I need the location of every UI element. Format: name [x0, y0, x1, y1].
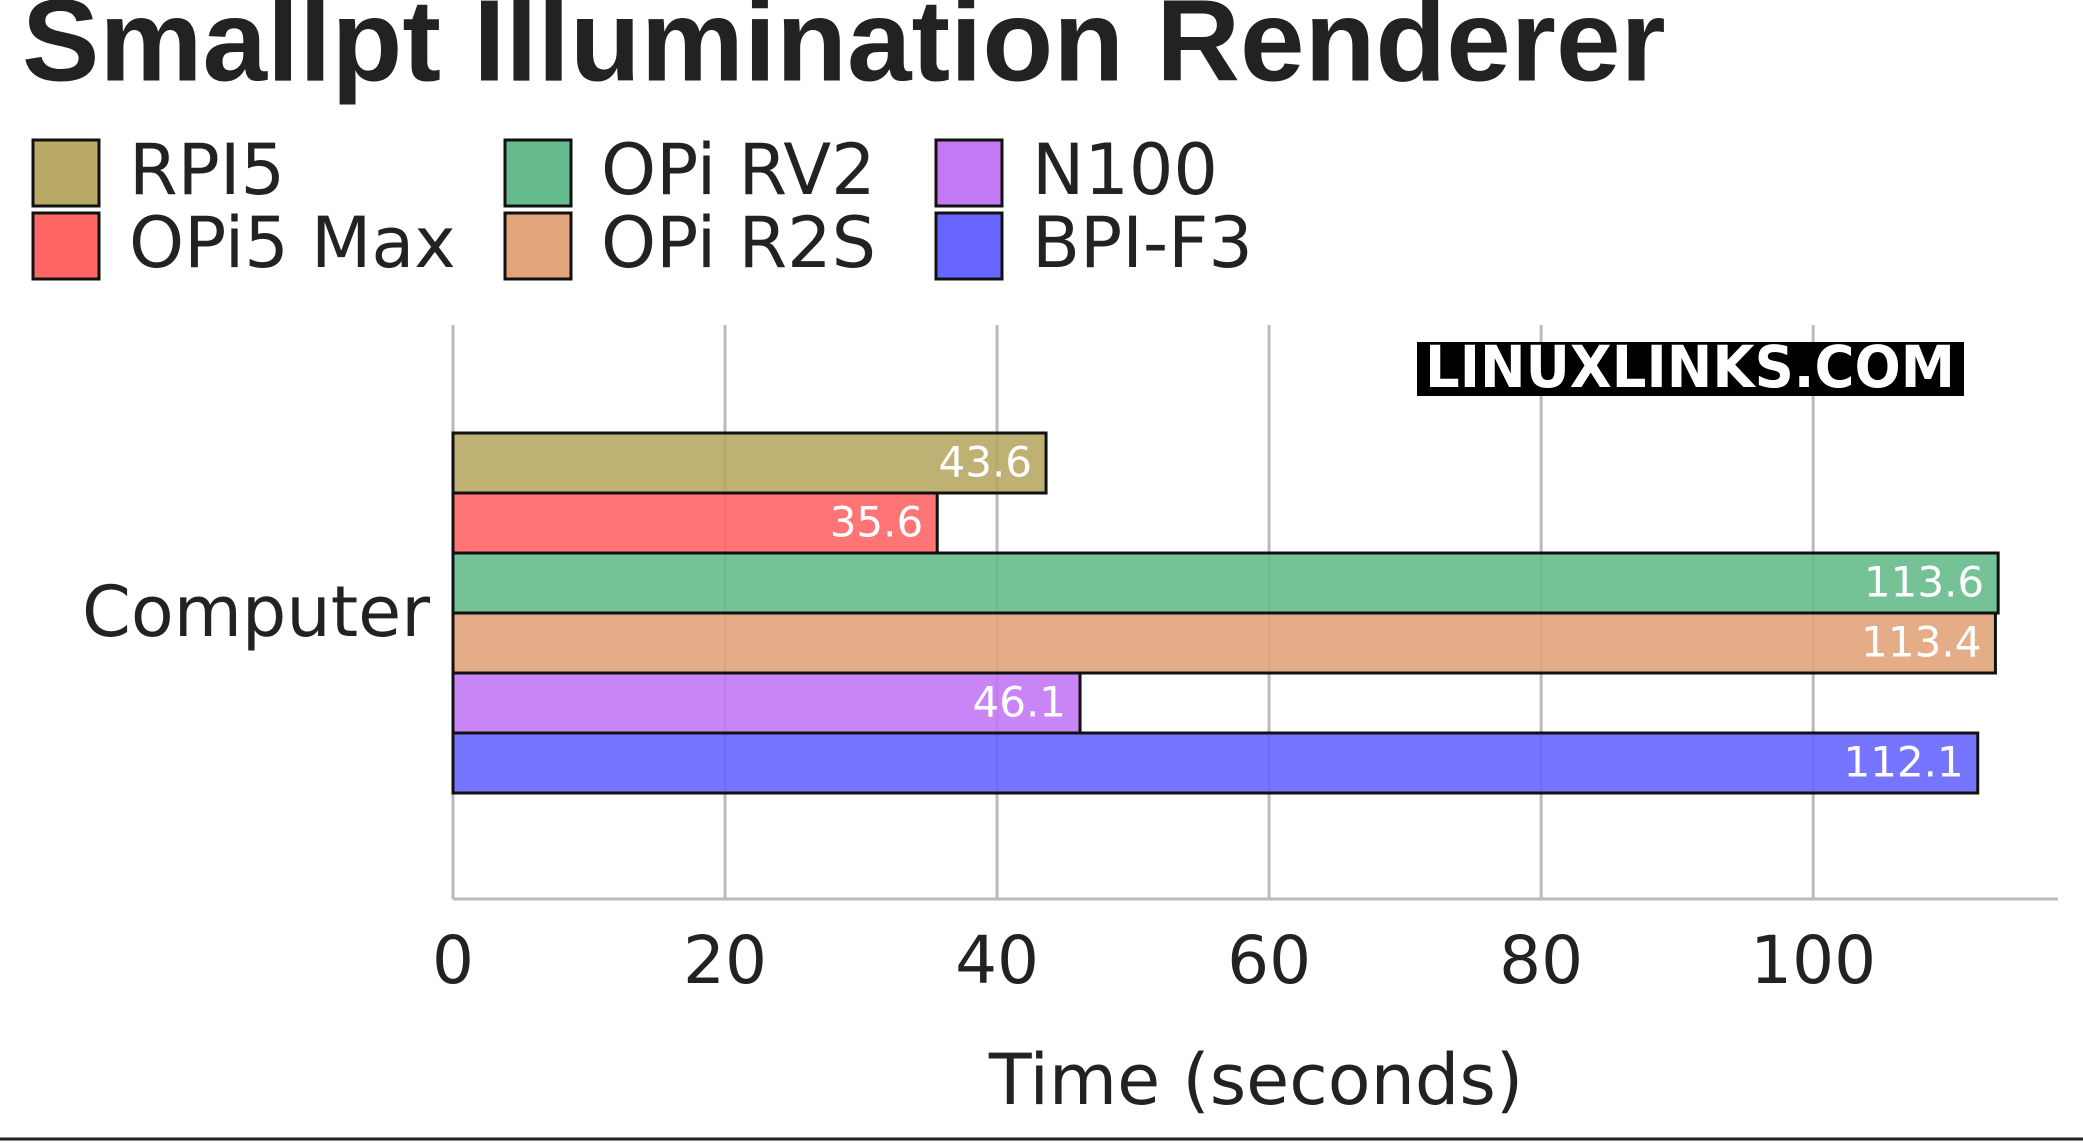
legend-label: OPi R2S [601, 202, 876, 284]
x-tick-label: 60 [1227, 922, 1311, 999]
legend-swatch [503, 138, 573, 208]
x-axis-title: Time (seconds) [988, 1039, 1523, 1121]
chart-title: Smallpt Illumination Renderer [22, 0, 1666, 106]
value-label: 113.4 [1861, 618, 1981, 667]
y-tick-label: Computer [82, 571, 430, 653]
watermark: LINUXLINKS.COM [1425, 333, 1955, 401]
bar [451, 611, 1997, 675]
legend-label: OPi RV2 [601, 129, 876, 211]
legend-label: OPi5 Max [129, 202, 456, 284]
x-tick-label: 0 [432, 922, 474, 999]
legend-label: RPI5 [129, 129, 285, 211]
bar [451, 491, 939, 555]
watermark-bg [1417, 342, 1964, 396]
value-label: 43.6 [939, 438, 1033, 487]
value-label: 113.6 [1864, 558, 1984, 607]
x-tick-label: 40 [955, 922, 1039, 999]
value-label: 35.6 [830, 498, 924, 547]
legend-label: BPI-F3 [1032, 202, 1253, 284]
x-tick-label: 20 [683, 922, 767, 999]
bar [451, 731, 1980, 795]
x-tick-label: 80 [1499, 922, 1583, 999]
legend-swatch [31, 138, 101, 208]
legend-swatch [503, 211, 573, 281]
bar [451, 431, 1048, 495]
x-tick-label: 100 [1750, 922, 1876, 999]
legend-swatch [31, 211, 101, 281]
legend-swatch [934, 138, 1004, 208]
value-label: 112.1 [1844, 738, 1964, 787]
bar [451, 671, 1082, 735]
legend-swatch [934, 211, 1004, 281]
legend-label: N100 [1032, 129, 1218, 211]
bar [451, 551, 2000, 615]
value-label: 46.1 [973, 678, 1067, 727]
